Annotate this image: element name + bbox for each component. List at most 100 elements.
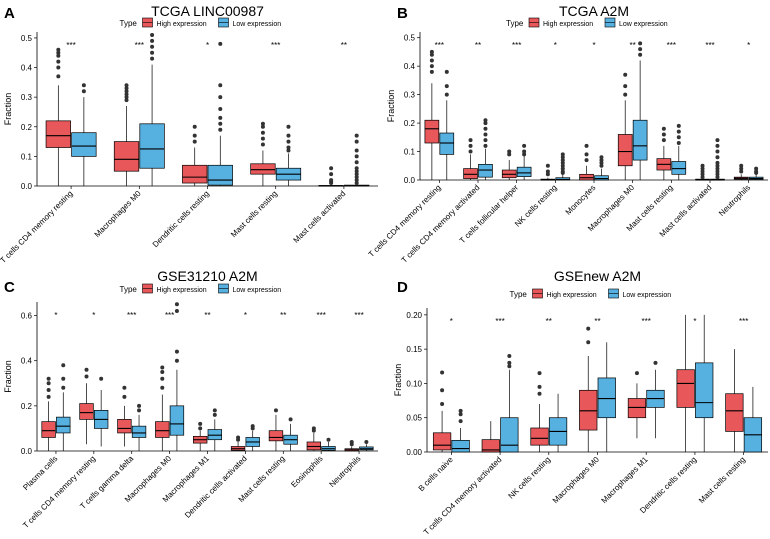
low-expression-box xyxy=(748,166,764,180)
outlier-point xyxy=(715,175,720,180)
y-tick-label: 0.0 xyxy=(404,176,416,185)
outlier-point xyxy=(81,83,86,88)
panel-letter: D xyxy=(397,279,408,296)
high-expression-box xyxy=(627,371,647,439)
outlier-point xyxy=(458,412,463,417)
x-tick-label: Monocytes xyxy=(564,183,598,217)
outlier-point xyxy=(218,41,223,46)
outlier-point xyxy=(218,127,223,132)
outlier-point xyxy=(468,149,473,154)
category-macrophages-m0: Macrophages M0 ** xyxy=(551,317,616,505)
outlier-point xyxy=(150,32,155,37)
outlier-point xyxy=(739,163,744,168)
outlier-point xyxy=(661,132,666,137)
box-iqr xyxy=(182,164,208,184)
outlier-point xyxy=(483,143,488,148)
legend-label-low: Low expression xyxy=(233,287,282,294)
outlier-point xyxy=(560,166,565,171)
outlier-point xyxy=(364,439,369,444)
y-tick-label: 0.0 xyxy=(21,447,33,456)
outlier-point xyxy=(46,376,51,381)
box-iqr xyxy=(306,441,322,451)
outlier-point xyxy=(354,178,359,183)
outlier-point xyxy=(545,172,550,177)
outlier-point xyxy=(599,155,604,160)
significance-label: ** xyxy=(630,41,636,50)
low-expression-box xyxy=(207,408,222,451)
outlier-point xyxy=(354,181,359,186)
y-tick-label: 0.3 xyxy=(21,93,33,102)
high-expression-box xyxy=(733,163,749,180)
low-expression-box xyxy=(646,360,665,439)
low-expression-box xyxy=(516,143,532,180)
significance-label: ** xyxy=(341,41,347,50)
panel-letter: B xyxy=(397,5,408,22)
box-iqr xyxy=(207,164,233,186)
significance-label: * xyxy=(554,41,557,50)
outlier-point xyxy=(160,376,165,381)
outlier-point xyxy=(444,69,449,74)
outlier-point xyxy=(676,135,681,140)
high-expression-box xyxy=(306,426,322,451)
outlier-point xyxy=(715,143,720,148)
box-iqr xyxy=(530,427,549,446)
outlier-point xyxy=(676,129,681,134)
significance-label: *** xyxy=(495,317,504,326)
box-iqr xyxy=(579,173,594,181)
box-iqr xyxy=(71,132,97,157)
panel-a: A TCGA LINC00987 Type High expression Low ex… xyxy=(0,3,378,265)
box-iqr xyxy=(250,163,276,175)
low-expression-box xyxy=(695,314,714,452)
x-tick-label: NK cells resting xyxy=(513,183,559,229)
box-iqr xyxy=(516,166,532,177)
outlier-point xyxy=(349,439,354,444)
outlier-point xyxy=(560,163,565,168)
outlier-point xyxy=(661,138,666,143)
y-tick-label: 0.6 xyxy=(21,312,33,321)
outlier-point xyxy=(150,56,155,61)
outlier-point xyxy=(124,83,129,88)
outlier-point xyxy=(192,124,197,129)
y-tick-label: 0.10 xyxy=(406,379,422,388)
high-expression-box xyxy=(463,138,478,180)
outlier-point xyxy=(458,419,463,424)
outlier-point xyxy=(124,86,129,91)
low-expression-box xyxy=(245,424,260,451)
significance-label: * xyxy=(450,317,453,326)
panel-title: GSEnew A2M xyxy=(554,268,641,284)
outlier-point xyxy=(286,148,291,153)
outlier-point xyxy=(638,47,643,52)
category-mast-cells-resting: Mast cells resting** xyxy=(237,311,298,504)
outlier-point xyxy=(56,65,61,70)
outlier-point xyxy=(124,95,129,100)
outlier-point xyxy=(429,49,434,54)
outlier-point xyxy=(440,402,445,406)
significance-label: * xyxy=(693,317,696,326)
y-tick-label: 0.4 xyxy=(404,62,416,71)
high-expression-box xyxy=(540,163,556,181)
box-iqr xyxy=(424,119,440,144)
low-expression-box xyxy=(594,155,609,181)
outlier-point xyxy=(715,169,720,174)
significance-label: ** xyxy=(594,317,600,326)
outlier-point xyxy=(507,354,512,358)
outlier-point xyxy=(46,381,51,386)
outlier-point xyxy=(354,154,359,159)
outlier-point xyxy=(507,152,512,157)
significance-label: *** xyxy=(435,41,444,50)
outlier-point xyxy=(483,121,488,126)
outlier-point xyxy=(638,41,643,46)
y-tick-label: 0.20 xyxy=(406,311,422,320)
box-iqr xyxy=(56,416,71,434)
low-expression-box xyxy=(71,83,97,186)
outlier-point xyxy=(754,166,759,171)
significance-label: ** xyxy=(475,41,481,50)
outlier-point xyxy=(198,426,203,431)
legend-label-low: Low expression xyxy=(619,21,668,28)
outlier-point xyxy=(260,136,265,141)
box-iqr xyxy=(695,362,714,419)
high-expression-box xyxy=(432,370,452,452)
box-iqr xyxy=(79,403,94,420)
box-iqr xyxy=(45,120,71,148)
